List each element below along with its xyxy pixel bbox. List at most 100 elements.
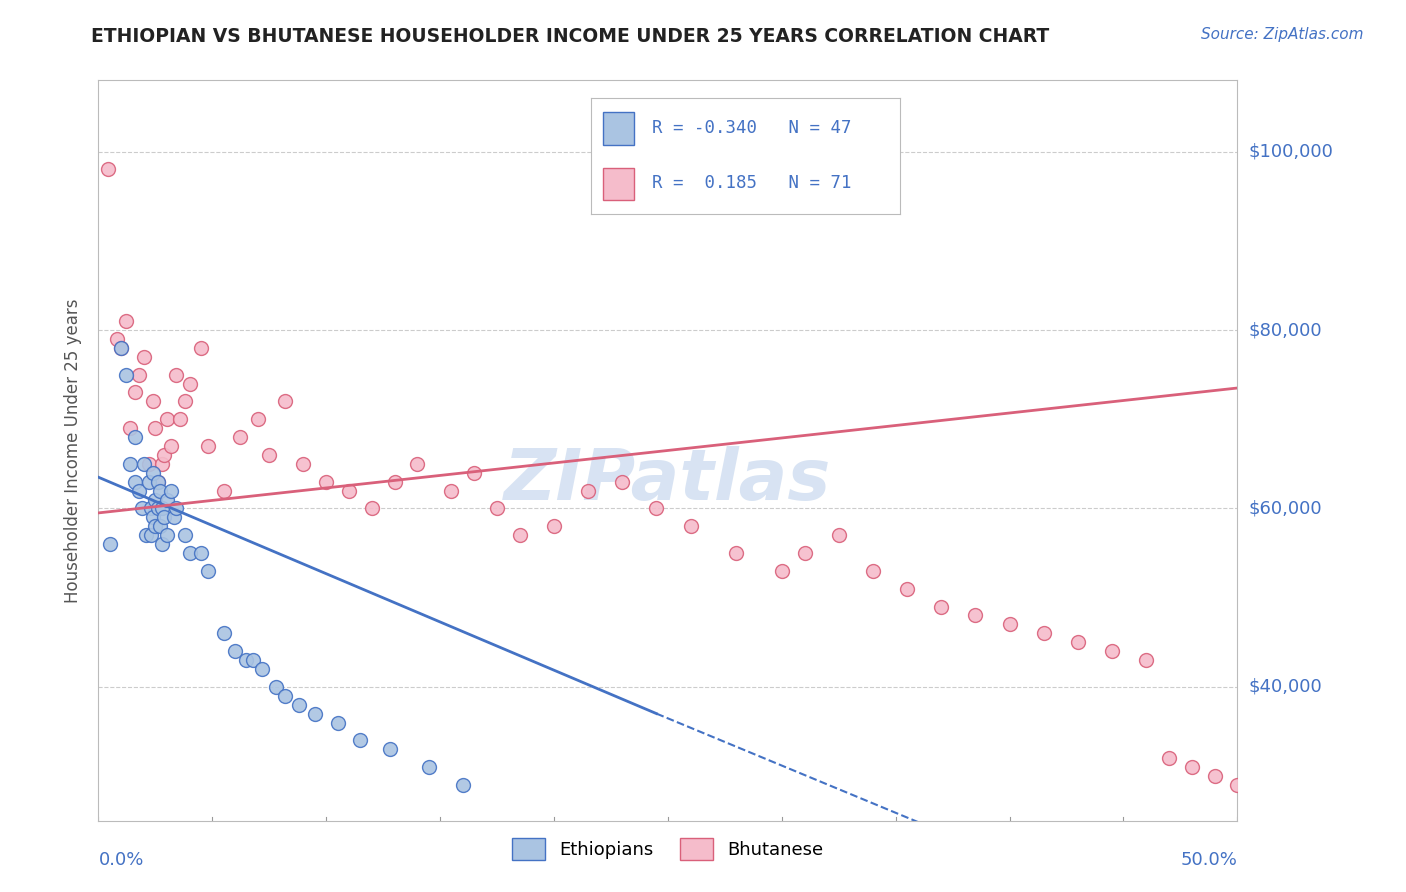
Point [418,760,440,774]
Point [120,457,142,471]
Text: 0.0%: 0.0% [98,851,143,869]
Point [998,617,1021,632]
Text: R =  0.185   N = 71: R = 0.185 N = 71 [652,174,852,193]
Legend: Ethiopians, Bhutanese: Ethiopians, Bhutanese [505,830,831,867]
Point [160,483,183,498]
Point [197,564,219,578]
Point [612,475,634,489]
Point [406,457,429,471]
Point [149,483,172,498]
Point [128,368,150,382]
Point [190,546,212,560]
Text: ZIPatlas: ZIPatlas [505,446,831,515]
Point [1067,635,1090,649]
Point [145,519,167,533]
Point [242,653,264,667]
Point [179,376,201,391]
Y-axis label: Householder Income Under 25 years: Householder Income Under 25 years [65,298,83,603]
Point [304,706,326,721]
Point [725,546,748,560]
Point [509,528,531,542]
Point [169,412,191,426]
Text: $60,000: $60,000 [1249,500,1322,517]
Point [114,368,136,382]
Point [142,394,165,409]
Point [1135,653,1157,667]
Point [179,546,201,560]
Text: ETHIOPIAN VS BHUTANESE HOUSEHOLDER INCOME UNDER 25 YEARS CORRELATION CHART: ETHIOPIAN VS BHUTANESE HOUSEHOLDER INCOM… [91,27,1050,45]
Point [259,448,281,462]
Point [212,626,235,640]
Point [486,501,509,516]
Point [349,733,371,747]
Point [174,394,197,409]
Point [96,162,118,177]
Point [288,698,311,712]
Point [138,457,160,471]
Point [145,421,167,435]
Point [360,501,382,516]
Point [132,350,155,364]
Point [150,501,173,516]
Point [378,742,401,756]
Point [862,564,884,578]
Point [114,314,136,328]
Point [235,653,257,667]
Point [156,412,179,426]
Point [142,510,165,524]
Point [105,332,128,346]
Point [156,528,179,542]
Point [896,582,918,596]
Point [793,546,815,560]
Point [228,430,250,444]
Point [770,564,793,578]
Point [162,510,184,524]
Point [120,421,142,435]
Point [828,528,851,542]
Point [645,501,668,516]
Point [146,475,169,489]
Point [212,483,235,498]
Point [153,448,176,462]
Point [965,608,987,623]
Point [145,492,167,507]
FancyBboxPatch shape [603,112,634,145]
Point [679,519,702,533]
Point [146,475,169,489]
Point [1226,778,1249,792]
Point [142,466,165,480]
Point [132,457,155,471]
Point [326,715,349,730]
Text: Source: ZipAtlas.com: Source: ZipAtlas.com [1201,27,1364,42]
Point [224,644,246,658]
Point [139,528,162,542]
Point [135,528,157,542]
Point [440,483,463,498]
Point [1181,760,1204,774]
Point [150,457,173,471]
Point [274,689,297,703]
Point [124,385,146,400]
Point [128,483,150,498]
Point [149,519,172,533]
Point [1204,769,1226,783]
Point [264,680,287,694]
Point [150,537,173,551]
Point [110,341,132,355]
Point [190,341,212,355]
Point [929,599,952,614]
Point [124,430,146,444]
Point [174,528,197,542]
Point [110,341,132,355]
Point [160,439,183,453]
Point [337,483,360,498]
Point [146,501,169,516]
Point [315,475,337,489]
Point [139,501,162,516]
Text: R = -0.340   N = 47: R = -0.340 N = 47 [652,119,852,136]
Point [165,501,187,516]
Text: 50.0%: 50.0% [1181,851,1237,869]
Point [131,501,153,516]
Point [274,394,297,409]
Point [252,662,274,676]
